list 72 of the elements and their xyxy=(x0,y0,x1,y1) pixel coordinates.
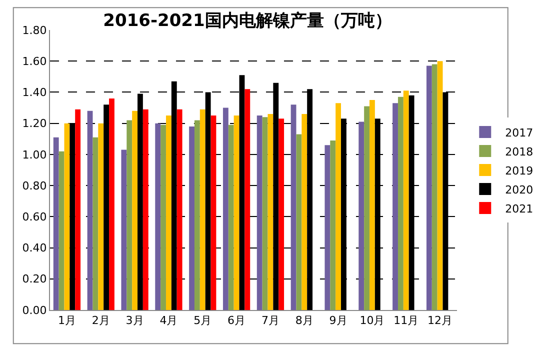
legend-label: 2021 xyxy=(505,202,534,216)
bar xyxy=(364,106,370,310)
bar xyxy=(166,116,172,310)
bar xyxy=(222,108,228,310)
y-tick-label: 0.20 xyxy=(22,272,47,286)
x-tick-label: 9月 xyxy=(329,314,348,328)
y-tick-label: 1.40 xyxy=(22,86,47,100)
bar xyxy=(200,109,206,310)
x-tick-label: 7月 xyxy=(261,314,280,328)
bar xyxy=(142,109,148,310)
bar xyxy=(256,116,262,310)
bar xyxy=(244,89,250,310)
x-tick-label: 11月 xyxy=(394,314,419,328)
bar xyxy=(268,114,274,310)
bar xyxy=(104,104,110,310)
x-tick-label: 4月 xyxy=(160,314,178,328)
x-tick-label: 10月 xyxy=(360,314,385,328)
bar xyxy=(160,124,166,310)
y-tick-label: 1.20 xyxy=(22,117,47,130)
bar xyxy=(194,120,200,310)
bar xyxy=(290,104,296,310)
x-tick-label: 6月 xyxy=(228,314,246,328)
bar xyxy=(126,120,132,310)
legend-label: 2018 xyxy=(505,145,534,158)
legend-label: 2020 xyxy=(505,183,534,196)
y-tick-label: 1.60 xyxy=(22,54,47,68)
x-tick-label: 8月 xyxy=(295,314,314,328)
bar xyxy=(92,137,98,310)
bar xyxy=(369,100,375,310)
bar xyxy=(234,116,240,310)
y-tick-label: 0.40 xyxy=(22,242,47,255)
bar xyxy=(53,137,59,310)
bar xyxy=(262,117,268,310)
bar xyxy=(228,124,234,310)
bar xyxy=(109,98,114,310)
bar xyxy=(75,109,81,310)
bar xyxy=(296,134,302,310)
bar xyxy=(426,66,432,310)
bar xyxy=(64,123,70,310)
bar xyxy=(132,110,138,310)
y-tick-label: 1.80 xyxy=(22,24,47,37)
chart-title: 2016-2021国内电解镍产量（万吨） xyxy=(103,10,392,31)
y-tick-label: 1.00 xyxy=(22,148,47,162)
bar xyxy=(278,118,284,310)
bar xyxy=(121,150,127,310)
bar xyxy=(358,122,364,310)
x-tick-label: 5月 xyxy=(194,314,212,328)
bar xyxy=(437,61,443,310)
bar xyxy=(336,103,341,310)
x-tick-label: 2月 xyxy=(92,314,110,328)
bar xyxy=(324,145,330,310)
bar xyxy=(330,140,336,310)
bar xyxy=(98,123,104,310)
bar xyxy=(189,126,194,310)
x-tick-label: 3月 xyxy=(126,314,144,328)
bar xyxy=(155,123,161,310)
x-tick-label: 12月 xyxy=(428,314,453,328)
y-tick-label: 0.00 xyxy=(22,304,47,317)
bar xyxy=(398,96,404,310)
y-tick-label: 0.60 xyxy=(22,210,47,224)
legend-label: 2017 xyxy=(505,126,534,140)
y-tick-label: 0.80 xyxy=(22,179,47,192)
bar xyxy=(403,90,409,310)
bar xyxy=(210,116,216,310)
bar xyxy=(392,103,398,310)
bar xyxy=(432,64,438,310)
bar xyxy=(58,151,64,310)
x-tick-label: 1月 xyxy=(58,314,76,328)
bar xyxy=(302,114,308,310)
bar xyxy=(176,109,182,310)
legend-label: 2019 xyxy=(505,164,534,178)
bar xyxy=(87,110,93,310)
